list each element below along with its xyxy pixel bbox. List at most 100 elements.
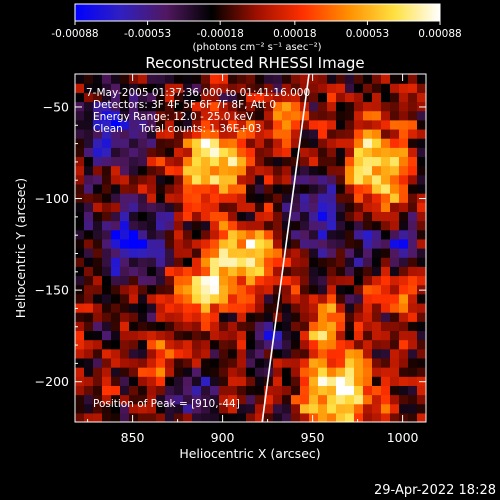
colorbar-gradient (74, 3, 441, 22)
heatmap-cell (246, 312, 256, 322)
heatmap-cell (300, 266, 310, 277)
heatmap-cell (174, 156, 184, 167)
heatmap-cell (336, 128, 346, 139)
heatmap-cell (282, 183, 292, 194)
heatmap-cell (399, 266, 409, 277)
heatmap-cell (291, 128, 301, 139)
heatmap-cell (390, 220, 400, 231)
heatmap-cell (201, 330, 211, 341)
heatmap-cell (102, 348, 112, 359)
heatmap-cell (174, 193, 184, 203)
heatmap-cell (120, 394, 130, 405)
heatmap-cell (138, 202, 148, 212)
heatmap-cell (318, 293, 328, 304)
heatmap-cell (399, 357, 409, 368)
heatmap-cell (165, 348, 175, 359)
heatmap-cell (210, 183, 220, 194)
heatmap-cell (372, 376, 382, 386)
heatmap-cell (120, 220, 130, 231)
heatmap-cell (237, 339, 247, 350)
heatmap-cell (255, 348, 265, 359)
heatmap-cell (201, 321, 211, 332)
heatmap-cell (111, 202, 121, 212)
heatmap-cell (318, 202, 328, 212)
heatmap-cell (336, 321, 346, 332)
heatmap-cell (291, 147, 301, 158)
heatmap-cell (246, 74, 256, 84)
heatmap-cell (408, 293, 418, 304)
heatmap-cell (417, 74, 426, 84)
heatmap-cell (129, 119, 139, 130)
heatmap-cell (210, 330, 220, 341)
heatmap-cell (210, 83, 220, 93)
heatmap-cell (201, 312, 211, 322)
heatmap-cell (318, 174, 328, 185)
heatmap-cell (300, 211, 310, 222)
heatmap-cell (210, 367, 220, 377)
heatmap-cell (255, 266, 265, 277)
heatmap-cell (156, 156, 166, 167)
heatmap-cell (282, 266, 292, 277)
heatmap-cell (93, 101, 103, 112)
heatmap-cell (102, 174, 112, 185)
heatmap-cell (183, 257, 193, 267)
heatmap-cell (273, 257, 283, 267)
heatmap-cell (255, 394, 265, 405)
heatmap-cell (102, 357, 112, 368)
heatmap-cell (237, 257, 247, 267)
heatmap-cell (255, 128, 265, 139)
heatmap-cell (93, 183, 103, 194)
heatmap-cell (318, 74, 328, 84)
heatmap-cell (93, 293, 103, 304)
heatmap-cell (147, 284, 157, 295)
heatmap-cell (111, 376, 121, 386)
heatmap-cell (255, 147, 265, 158)
heatmap-cell (165, 238, 175, 249)
heatmap-cell (84, 83, 94, 93)
heatmap-cell (417, 257, 426, 267)
heatmap-cell (192, 385, 202, 396)
heatmap-cell (354, 275, 364, 286)
heatmap-cell (75, 229, 85, 240)
heatmap-cell (183, 321, 193, 332)
heatmap-cell (309, 412, 319, 422)
heatmap-cell (183, 83, 193, 93)
heatmap-cell (417, 321, 426, 332)
heatmap-cell (264, 312, 274, 322)
heatmap-cell (336, 101, 346, 112)
heatmap-cell (408, 92, 418, 103)
heatmap-cell (237, 275, 247, 286)
heatmap-cell (408, 138, 418, 148)
heatmap-cell (282, 293, 292, 304)
heatmap-cell (111, 101, 121, 112)
heatmap-cell (345, 385, 355, 396)
heatmap-cell (111, 284, 121, 295)
heatmap-cell (102, 92, 112, 103)
heatmap-cell (111, 312, 121, 322)
heatmap-cell (336, 138, 346, 148)
heatmap-cell (417, 293, 426, 304)
heatmap-cell (408, 165, 418, 176)
heatmap-cell (417, 119, 426, 130)
heatmap-cell (138, 110, 148, 121)
heatmap-cell (156, 412, 166, 422)
heatmap-cell (93, 119, 103, 130)
heatmap-cell (282, 357, 292, 368)
heatmap-cell (210, 202, 220, 212)
heatmap-cell (210, 147, 220, 158)
heatmap-cell (390, 376, 400, 386)
heatmap-cell (147, 193, 157, 203)
heatmap-cell (219, 275, 229, 286)
heatmap-cell (291, 367, 301, 377)
heatmap-cell (363, 275, 373, 286)
heatmap-cell (390, 284, 400, 295)
heatmap-cell (120, 174, 130, 185)
heatmap-cell (75, 293, 85, 304)
heatmap-cell (174, 266, 184, 277)
heatmap-cell (156, 83, 166, 93)
heatmap-cell (399, 193, 409, 203)
heatmap-cell (282, 211, 292, 222)
heatmap-cell (291, 321, 301, 332)
heatmap-cell (174, 138, 184, 148)
heatmap-cell (372, 357, 382, 368)
